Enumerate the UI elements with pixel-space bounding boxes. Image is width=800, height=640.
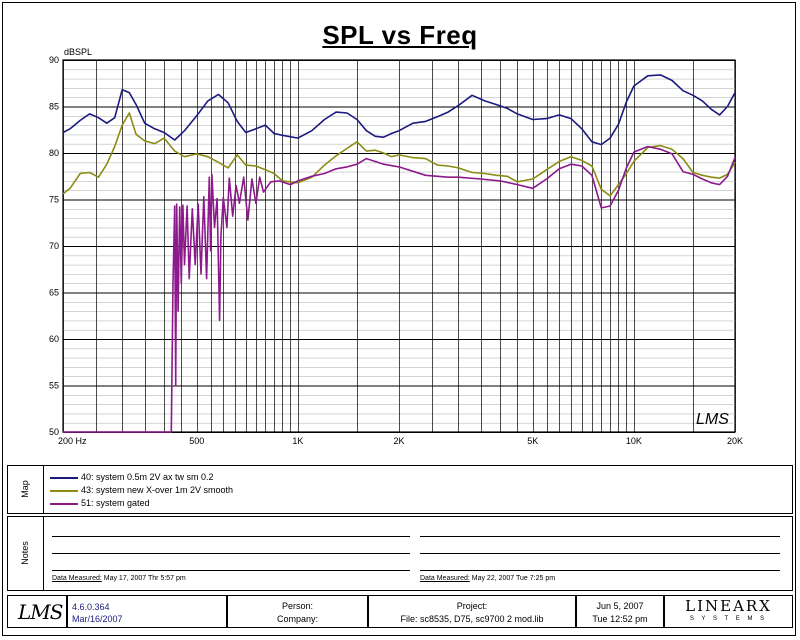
x-tick-label: 2K (393, 436, 404, 446)
notes-right-line-1 (420, 536, 780, 537)
x-tick-label: 1K (292, 436, 303, 446)
footer-lms-logo: LMS (18, 600, 63, 624)
x-tick-label: 20K (727, 436, 743, 446)
footer-project-cell: Project: File: sc8535, D75, sc9700 2 mod… (368, 595, 576, 628)
y-tick-label: 80 (49, 148, 59, 158)
notes-right-line-3 (420, 570, 780, 571)
y-tick-label: 75 (49, 195, 59, 205)
x-tick-label: 5K (527, 436, 538, 446)
legend-swatch (50, 476, 78, 479)
footer-version: 4.6.0.364 (72, 602, 110, 612)
left-data-measured-value: May 17, 2007 Thr 5:57 pm (103, 575, 186, 582)
series-line-2 (62, 112, 736, 197)
legend-item: 43: system new X-over 1m 2V smooth (50, 484, 233, 496)
legend-label: 43: system new X-over 1m 2V smooth (81, 485, 234, 495)
legend-item: 40: system 0.5m 2V ax tw sm 0.2 (50, 471, 214, 483)
footer-brand-cell: LINEARX S Y S T E M S (664, 595, 793, 628)
left-data-measured: Data Measured: May 17, 2007 Thr 5:57 pm (52, 575, 186, 582)
y-tick-label: 50 (49, 427, 59, 437)
footer-version-date: Mar/16/2007 (72, 614, 123, 624)
plot-grid (62, 59, 736, 433)
footer-version-cell: 4.6.0.364 Mar/16/2007 (67, 595, 227, 628)
series-line-3 (63, 145, 736, 433)
footer-date-cell: Jun 5, 2007 Tue 12:52 pm (576, 595, 664, 628)
y-tick-label: 85 (49, 102, 59, 112)
map-side-label: Map (20, 480, 30, 498)
left-data-measured-label: Data Measured: (52, 575, 102, 582)
right-data-measured-value: May 22, 2007 Tue 7:25 pm (471, 575, 556, 582)
notes-left-line-2 (52, 553, 410, 554)
right-data-measured: Data Measured: May 22, 2007 Tue 7:25 pm (420, 575, 555, 582)
legend-swatch (50, 489, 78, 492)
footer-time: Tue 12:52 pm (592, 614, 648, 624)
footer-file: File: sc8535, D75, sc9700 2 mod.lib (400, 614, 544, 624)
watermark-logo: LMS (696, 411, 729, 428)
footer-brand-main: LINEARX (685, 597, 772, 615)
y-tick-label: 55 (49, 381, 59, 391)
notes-left-line-3 (52, 570, 410, 571)
footer-project-label: Project: (456, 601, 488, 611)
y-tick-label: 70 (49, 241, 59, 251)
y-tick-label: 90 (49, 55, 59, 65)
legend-swatch (50, 502, 78, 505)
x-tick-label: 10K (626, 436, 642, 446)
notes-right-line-2 (420, 553, 780, 554)
footer-person-label: Person: (281, 601, 314, 611)
chart-title: SPL vs Freq (322, 20, 478, 50)
right-data-measured-label: Data Measured: (420, 575, 470, 582)
footer-company-label: Company: (276, 614, 319, 624)
x-tick-label: 200 Hz (58, 436, 87, 446)
footer-logo-cell: LMS (7, 595, 67, 628)
legend-label: 51: system gated (81, 498, 150, 508)
series-line-1 (62, 74, 736, 146)
map-label-box (7, 465, 44, 514)
legend-item: 51: system gated (50, 497, 150, 509)
footer-date: Jun 5, 2007 (596, 601, 644, 611)
footer-person-cell: Person: Company: (227, 595, 368, 628)
notes-label-box (7, 516, 44, 591)
plot-series (62, 74, 736, 433)
x-tick-label: 500 (189, 436, 204, 446)
footer-brand-sub: S Y S T E M S (689, 616, 768, 622)
plot-ticks: 50 55 60 65 70 75 80 85 90 200 Hz 500 1K 2K 5K 10K 20K (49, 55, 743, 446)
notes-left-line-1 (52, 536, 410, 537)
y-tick-label: 65 (49, 288, 59, 298)
y-tick-label: 60 (49, 334, 59, 344)
legend-label: 40: system 0.5m 2V ax tw sm 0.2 (81, 472, 214, 482)
notes-side-label: Notes (20, 541, 30, 565)
y-axis-label: dBSPL (64, 47, 92, 57)
